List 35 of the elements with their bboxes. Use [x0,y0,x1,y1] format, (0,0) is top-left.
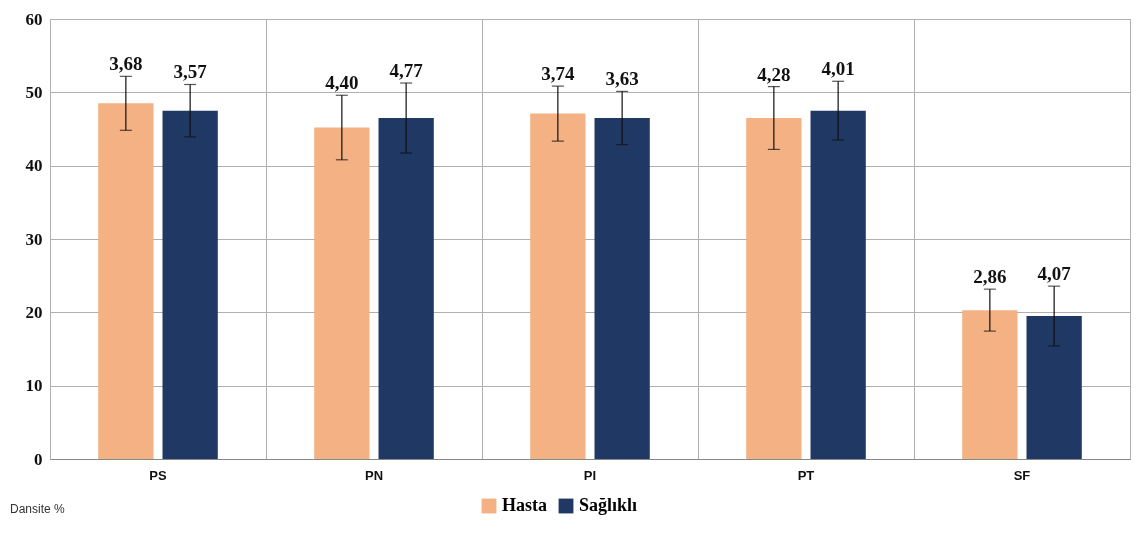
annotation: 4,01 [821,58,855,80]
bar [530,113,586,459]
y-tick-label: 0 [34,449,43,469]
y-tick-label: 10 [25,376,43,396]
annotation: 4,77 [389,60,424,82]
bar [98,103,154,459]
bar [314,127,370,459]
bar [594,118,650,459]
bar [378,118,434,459]
y-tick-label: 30 [25,229,43,249]
bar [162,110,218,459]
x-tick-label: SF [1013,467,1031,483]
x-tick-label: PN [364,467,384,483]
bar [962,310,1018,459]
y-tick-label: 50 [25,82,43,102]
y-tick-label: 20 [25,302,43,322]
annotation: 4,07 [1037,263,1072,285]
legend-label: Hasta [502,495,547,515]
annotation: 3,74 [541,63,575,85]
y-tick-label: 40 [25,156,43,176]
legend-label: Sağlıklı [579,495,638,515]
bar [810,110,866,459]
bar [746,118,802,459]
annotation: 4,28 [757,63,791,85]
annotation: 3,63 [605,68,639,90]
text: Dansite % [10,502,66,516]
y-tick-label: 60 [25,9,43,29]
x-tick-label: PS [149,467,167,483]
annotation: 3,68 [109,53,143,75]
x-tick-label: PI [583,467,597,483]
bar [1026,316,1082,459]
annotation: 4,40 [325,72,359,94]
annotation: 2,86 [973,266,1007,288]
annotation: 3,57 [173,61,208,83]
x-tick-label: PT [797,467,815,483]
